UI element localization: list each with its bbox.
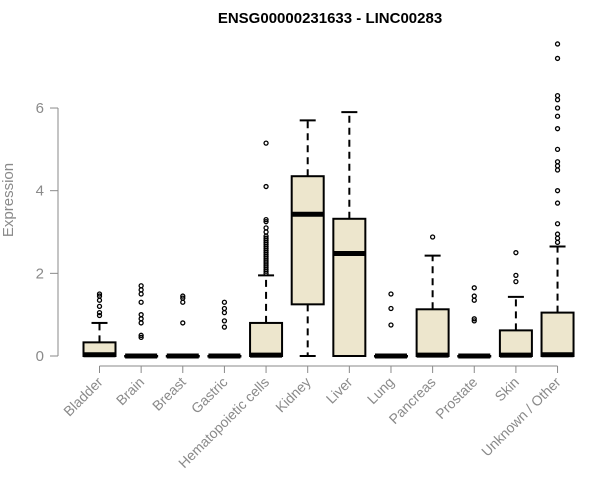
x-tick-label: Breast xyxy=(149,374,189,414)
outlier-point xyxy=(96,297,103,303)
outlier-point xyxy=(554,113,561,119)
outlier-point xyxy=(263,219,269,225)
outlier-point xyxy=(138,316,144,322)
outlier-point xyxy=(180,299,186,305)
outlier-point xyxy=(138,287,144,293)
outlier-point xyxy=(263,235,269,241)
boxes-group xyxy=(82,41,575,359)
outlier-point xyxy=(138,334,144,341)
outlier-point xyxy=(471,318,477,324)
outlier-point xyxy=(554,231,561,237)
outlier-point xyxy=(138,312,144,318)
outlier-point xyxy=(554,167,561,173)
x-tick-label: Liver xyxy=(323,374,356,407)
outlier-point xyxy=(554,235,561,241)
outlier-point xyxy=(180,293,186,299)
outlier-point xyxy=(263,229,269,235)
box xyxy=(540,311,575,357)
outlier-point xyxy=(221,305,228,312)
outlier-point xyxy=(429,234,436,240)
x-tick-label: Bladder xyxy=(60,374,106,420)
outlier-point xyxy=(138,299,144,305)
outlier-point xyxy=(554,55,561,62)
x-tick-label: Prostate xyxy=(432,374,480,422)
outlier-point xyxy=(554,159,561,165)
outlier-point xyxy=(263,225,269,231)
y-tick-label: 2 xyxy=(36,265,44,282)
outlier-point xyxy=(180,295,186,301)
outlier-point xyxy=(96,312,103,319)
outlier-point xyxy=(388,291,394,297)
box xyxy=(332,217,367,357)
y-tick-label: 0 xyxy=(36,348,44,365)
outlier-point xyxy=(388,305,394,312)
outlier-point xyxy=(471,297,477,303)
outlier-point xyxy=(471,293,477,299)
outlier-point xyxy=(138,332,144,338)
x-tick-label: Lung xyxy=(364,374,397,407)
outlier-point xyxy=(554,200,561,206)
outlier-point xyxy=(513,278,519,285)
x-tick-label: Unknown / Other xyxy=(478,374,564,460)
x-tick-label: Brain xyxy=(113,374,147,408)
outlier-point xyxy=(221,318,228,324)
outlier-point xyxy=(554,163,561,169)
outlier-point xyxy=(263,183,269,190)
outlier-point xyxy=(554,146,561,153)
outlier-point xyxy=(554,105,561,111)
outlier-point xyxy=(180,320,186,326)
outlier-point xyxy=(96,303,103,310)
outlier-point xyxy=(138,320,144,326)
outlier-point xyxy=(471,285,477,291)
outlier-point xyxy=(471,316,477,322)
outlier-point xyxy=(554,126,561,132)
outlier-point xyxy=(96,291,103,297)
outlier-point xyxy=(554,97,561,103)
outlier-point xyxy=(388,322,394,328)
outlier-point xyxy=(263,140,269,146)
chart-title: ENSG00000231633 - LINC00283 xyxy=(218,10,442,27)
y-axis-label: Expression xyxy=(0,163,17,237)
box xyxy=(415,308,450,357)
outlier-point xyxy=(221,309,228,316)
outlier-point xyxy=(554,92,561,99)
outlier-point xyxy=(138,291,144,297)
x-tick-label: Kidney xyxy=(272,374,314,416)
box xyxy=(498,329,533,357)
outlier-point xyxy=(554,239,561,245)
box xyxy=(249,321,284,358)
outlier-point xyxy=(221,299,228,305)
outlier-point xyxy=(554,41,561,47)
box xyxy=(290,175,325,306)
outlier-point xyxy=(221,324,228,330)
outlier-point xyxy=(138,283,144,289)
outlier-point xyxy=(513,250,519,256)
outlier-point xyxy=(96,309,103,316)
x-tick-label: Skin xyxy=(491,374,522,405)
y-axis: 0 2 4 6 xyxy=(36,100,59,365)
outlier-point xyxy=(554,221,561,227)
y-tick-label: 4 xyxy=(36,183,44,200)
outlier-point xyxy=(554,188,561,194)
y-tick-label: 6 xyxy=(36,100,44,117)
outlier-point xyxy=(96,293,103,299)
outlier-point xyxy=(513,272,519,279)
outlier-point xyxy=(263,216,269,223)
